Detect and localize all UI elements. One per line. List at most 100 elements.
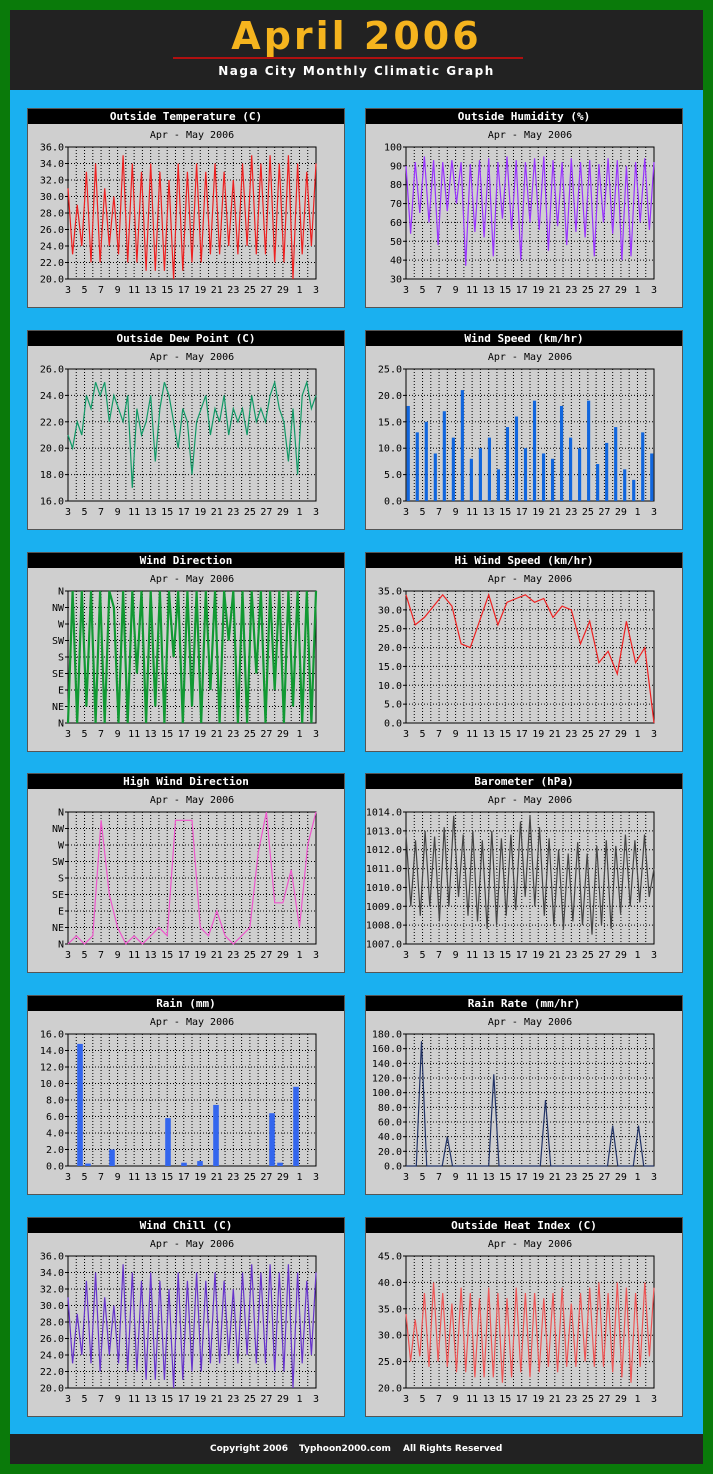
x-tick-label: 23 xyxy=(227,507,239,518)
x-tick-label: 17 xyxy=(516,1394,528,1405)
y-tick-label: 10.0 xyxy=(40,1079,64,1090)
x-tick-label: 13 xyxy=(145,507,157,518)
x-tick-label: 7 xyxy=(436,507,442,518)
x-tick-label: 19 xyxy=(532,285,544,296)
x-tick-label: 21 xyxy=(211,1394,223,1405)
x-tick-label: 15 xyxy=(499,1172,511,1183)
page-frame: April 2006 Naga City Monthly Climatic Gr… xyxy=(10,10,703,1464)
y-tick-label: SE xyxy=(52,890,64,901)
y-tick-label: NW xyxy=(52,603,65,614)
x-tick-label: 1 xyxy=(296,729,302,740)
x-tick-label: 17 xyxy=(178,950,190,961)
bar xyxy=(109,1149,115,1166)
x-tick-label: 3 xyxy=(651,507,657,518)
y-tick-label: 90 xyxy=(390,161,402,172)
bar xyxy=(641,432,645,501)
bar xyxy=(505,427,510,501)
x-tick-label: 1 xyxy=(634,507,640,518)
chart-title: Barometer (hPa) xyxy=(366,774,682,789)
chart-panel-hiwind: Hi Wind Speed (km/hr) Apr - May 2006 3 5 7 9 1… xyxy=(365,552,683,752)
y-tick-label: NW xyxy=(52,824,65,835)
plot-frame xyxy=(405,146,655,280)
y-tick-label: 4.0 xyxy=(46,1129,64,1140)
x-tick-label: 25 xyxy=(582,1172,594,1183)
y-tick-label: 32.0 xyxy=(40,1285,64,1296)
plot-frame xyxy=(67,1255,317,1389)
x-tick-label: 13 xyxy=(483,729,495,740)
x-tick-label: 23 xyxy=(565,507,577,518)
period-label: Apr - May 2006 xyxy=(150,1239,234,1250)
x-tick-label: 19 xyxy=(532,1394,544,1405)
x-tick-label: 19 xyxy=(194,285,206,296)
x-tick-label: 27 xyxy=(260,950,272,961)
y-tick-label: 0.0 xyxy=(384,497,402,508)
x-tick-label: 1 xyxy=(634,1172,640,1183)
chart-title: Wind Direction xyxy=(28,553,344,568)
x-tick-label: 27 xyxy=(260,1394,272,1405)
x-tick-label: 3 xyxy=(651,1172,657,1183)
x-tick-label: 17 xyxy=(178,729,190,740)
x-tick-label: 19 xyxy=(532,729,544,740)
chart-panel-barometer: Barometer (hPa) Apr - May 2006 3 5 7 9 11 13 15 1… xyxy=(365,773,683,973)
x-tick-label: 11 xyxy=(466,507,478,518)
x-tick-label: 15 xyxy=(161,285,173,296)
y-tick-label: 20.0 xyxy=(40,1384,64,1395)
x-tick-label: 3 xyxy=(65,950,71,961)
y-tick-label: 0.0 xyxy=(384,719,402,730)
x-tick-label: 3 xyxy=(403,1172,409,1183)
x-tick-label: 11 xyxy=(128,507,140,518)
bar xyxy=(469,458,473,501)
x-tick-label: 3 xyxy=(403,729,409,740)
bar xyxy=(587,400,591,501)
bar xyxy=(532,400,537,501)
y-tick-label: 5.0 xyxy=(384,700,402,711)
y-tick-label: 32.0 xyxy=(40,176,64,187)
x-tick-label: 29 xyxy=(615,1172,627,1183)
chart-panel-windchill: Wind Chill (C) Apr - May 2006 3 5 7 9 11 13 15 17… xyxy=(27,1217,345,1417)
x-tick-label: 3 xyxy=(65,1172,71,1183)
x-tick-label: 3 xyxy=(651,729,657,740)
x-tick-label: 5 xyxy=(82,285,88,296)
y-tick-label: W xyxy=(58,620,65,631)
x-tick-label: 21 xyxy=(549,1394,561,1405)
x-tick-label: 1 xyxy=(634,285,640,296)
x-tick-label: 21 xyxy=(549,285,561,296)
plot-frame xyxy=(67,811,317,945)
x-tick-label: 9 xyxy=(453,729,459,740)
x-tick-label: 1 xyxy=(634,1394,640,1405)
x-tick-label: 29 xyxy=(277,285,289,296)
plot-frame xyxy=(405,368,655,502)
y-tick-label: 35.0 xyxy=(378,587,402,598)
y-tick-label: 60 xyxy=(390,218,402,229)
bar xyxy=(478,448,482,501)
y-tick-label: S xyxy=(58,874,64,885)
x-tick-label: 27 xyxy=(598,1172,610,1183)
y-tick-label: 20.0 xyxy=(378,1147,402,1158)
y-tick-label: 26.0 xyxy=(40,225,64,236)
y-tick-label: 140.0 xyxy=(372,1059,402,1070)
bar xyxy=(541,453,546,501)
x-tick-label: 9 xyxy=(453,285,459,296)
series-line xyxy=(67,1264,317,1389)
period-label: Apr - May 2006 xyxy=(150,1017,234,1028)
x-tick-label: 7 xyxy=(98,1394,104,1405)
x-tick-label: 11 xyxy=(466,285,478,296)
x-tick-label: 5 xyxy=(420,1172,426,1183)
plot-frame xyxy=(67,1033,317,1167)
bar xyxy=(578,448,582,501)
x-tick-label: 25 xyxy=(582,729,594,740)
x-tick-label: 7 xyxy=(98,1172,104,1183)
x-tick-label: 27 xyxy=(598,285,610,296)
y-tick-label: SW xyxy=(52,636,65,647)
x-tick-label: 27 xyxy=(598,950,610,961)
x-tick-label: 11 xyxy=(128,285,140,296)
y-tick-label: 0.0 xyxy=(384,1162,402,1173)
x-tick-label: 15 xyxy=(499,1394,511,1405)
x-tick-label: 3 xyxy=(313,285,319,296)
x-tick-label: 1 xyxy=(296,950,302,961)
x-tick-label: 15 xyxy=(499,729,511,740)
bar xyxy=(496,469,501,501)
